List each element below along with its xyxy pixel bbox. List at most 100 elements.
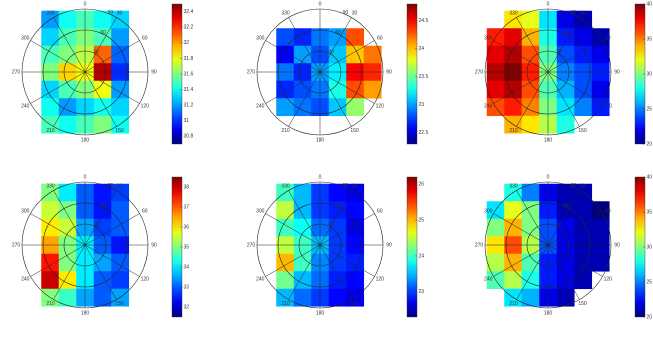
colorbar-tick-label: 25: [419, 217, 425, 223]
heat-cell: [93, 253, 112, 272]
angle-tick-label: 330: [46, 183, 55, 189]
angle-spoke: [547, 244, 580, 300]
radial-tick-label: 90: [343, 183, 349, 189]
colorbar-tick-label: 31.4: [184, 87, 194, 93]
angle-spoke: [30, 40, 86, 73]
angle-tick-label: 210: [46, 128, 55, 134]
colorbar-tick-label: 36: [184, 224, 190, 230]
heat-cell: [556, 115, 575, 134]
heat-cell: [504, 271, 523, 290]
polar-panel: 30 60 90 0 30 60 90 120 150 180 210 240 270 300 330 20 2…: [475, 1, 652, 147]
angle-spoke: [493, 213, 549, 246]
heat-cell: [521, 218, 540, 237]
angle-tick-label: 240: [21, 103, 30, 109]
heat-cell: [504, 218, 523, 237]
angle-tick-label: 180: [81, 310, 90, 316]
angle-tick-label: 270: [247, 69, 256, 75]
heat-cell: [41, 253, 60, 272]
heat-cell: [574, 98, 593, 117]
heat-cell: [111, 201, 130, 220]
heat-cell: [346, 201, 365, 220]
heat-cell: [41, 98, 60, 117]
angle-tick-label: 150: [350, 301, 359, 307]
colorbar-tick-label: 32: [184, 40, 190, 46]
angle-tick-label: 180: [316, 137, 325, 143]
polar-panel: 306090030609012015018021024027030033022.…: [247, 1, 428, 145]
angle-spoke: [288, 71, 321, 127]
heat-cell: [58, 271, 77, 290]
radial-tick-label: 60: [335, 203, 341, 209]
heat-cell: [556, 271, 575, 290]
heat-cell: [58, 28, 77, 47]
heat-cell: [486, 218, 505, 237]
angle-tick-label: 210: [281, 301, 290, 307]
angle-spoke: [547, 213, 603, 246]
angle-tick-label: 300: [256, 35, 265, 41]
angle-tick-label: 90: [151, 69, 157, 75]
heat-cell: [328, 28, 347, 47]
angle-tick-label: 210: [281, 128, 290, 134]
angle-spoke: [53, 244, 86, 300]
colorbar-tick-label: 20: [647, 314, 653, 320]
heat-cell: [504, 253, 523, 272]
colorbar-tick-label: 30.8: [184, 134, 194, 140]
angle-tick-label: 210: [46, 301, 55, 307]
colorbar-tick-label: 30: [647, 244, 653, 250]
heat-cell: [111, 218, 130, 237]
colorbar-tick-label: 25: [647, 106, 653, 112]
angle-spoke: [547, 17, 580, 73]
radial-tick-label: 60: [563, 30, 569, 36]
heat-cell: [293, 45, 312, 64]
colorbar-tick-label: 31: [184, 118, 190, 124]
heat-cell: [574, 45, 593, 64]
heat-cell: [328, 183, 347, 202]
heat-cell: [556, 28, 575, 47]
heat-cell: [556, 253, 575, 272]
heat-cell: [111, 115, 130, 134]
heat-cell: [93, 98, 112, 117]
heat-cell: [346, 271, 365, 290]
radial-tick-label: 90: [571, 183, 577, 189]
heat-cell: [363, 45, 382, 64]
heat-cell: [591, 253, 610, 272]
angle-tick-label: 240: [21, 276, 30, 282]
heat-cell: [346, 80, 365, 99]
colorbar-tick-label: 38: [184, 184, 190, 190]
radial-tick-label: 60: [563, 203, 569, 209]
angle-tick-label: 300: [21, 208, 30, 214]
colorbar-tick-label: 30: [647, 71, 653, 77]
colorbar-tick-label: 40: [647, 1, 653, 7]
colorbar-tick-label: 40: [647, 174, 653, 180]
heat-cell: [93, 28, 112, 47]
heat-cell: [504, 28, 523, 47]
colorbar-tick-label: 37: [184, 204, 190, 210]
angle-tick-label: 270: [12, 242, 21, 248]
colorbar-tick-label: 33: [184, 284, 190, 290]
heat-cell: [363, 80, 382, 99]
heat-cell: [276, 253, 295, 272]
heat-cell: [521, 28, 540, 47]
angle-tick-label: 30: [580, 183, 586, 189]
angle-spoke: [288, 17, 321, 73]
heat-cell: [276, 201, 295, 220]
heat-cell: [93, 10, 112, 29]
heat-cell: [111, 253, 130, 272]
colorbar-tick-label: 23: [419, 289, 425, 295]
heat-cell: [574, 271, 593, 290]
colorbar-tick-label: 31.2: [184, 102, 194, 108]
angle-spoke: [319, 40, 375, 73]
angle-tick-label: 270: [12, 69, 21, 75]
angle-tick-label: 30: [117, 183, 123, 189]
angle-spoke: [84, 190, 117, 246]
angle-tick-label: 300: [21, 35, 30, 41]
colorbar-tick-label: 34: [184, 264, 190, 270]
angle-spoke: [84, 71, 117, 127]
heat-cell: [521, 45, 540, 64]
angle-tick-label: 270: [475, 69, 484, 75]
heat-cell: [504, 45, 523, 64]
angle-spoke: [84, 71, 140, 104]
colorbar-tick-label: 35: [184, 244, 190, 250]
heat-cell: [58, 98, 77, 117]
heat-cell: [504, 201, 523, 220]
